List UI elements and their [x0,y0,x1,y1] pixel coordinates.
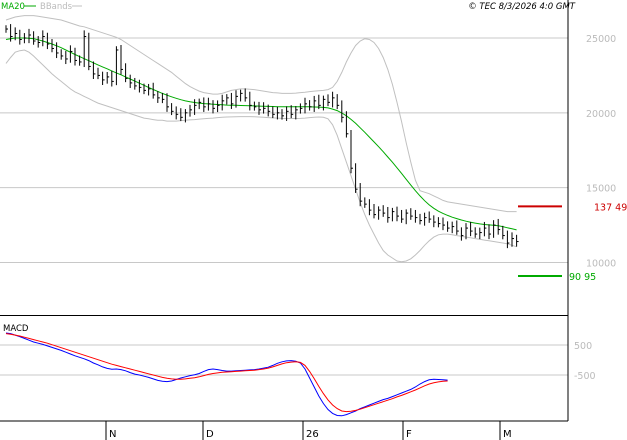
macd-tick-label: -500 [574,371,596,382]
timestamp: © TEC 8/3/2026 4:0 GMT [468,2,576,12]
reference-level-label: 137 49 [594,202,627,213]
time-tick-label: N [109,429,116,440]
time-tick-label: 26 [306,429,319,440]
reference-level-label: 90 95 [569,272,596,283]
price-axis-labels: 10000 15000 20000 25000 [586,34,616,270]
reference-levels: 137 49 90 95 [518,202,627,283]
legend-bbands: BBands [40,2,73,12]
price-tick-label: 25000 [586,34,616,45]
legend: MA20 BBands [1,2,82,12]
price-tick-label: 15000 [586,184,616,195]
price-tick-label: 10000 [586,259,616,270]
legend-ma20: MA20 [1,2,25,12]
macd-title: MACD [3,324,29,334]
price-panel-grid [0,37,568,263]
price-bars [5,24,519,249]
macd-signal-line [5,333,448,413]
macd-tick-label: 500 [574,341,592,352]
time-axis-labels: N D 26 F M [105,421,512,440]
time-tick-label: M [503,429,512,440]
bbands-lower-line [5,49,517,263]
bbands-upper-line [5,15,517,213]
macd-axis-labels: 500 -500 [574,341,596,382]
time-tick-label: F [406,429,412,440]
price-tick-label: 20000 [586,109,616,120]
ma20-line [5,37,517,231]
time-tick-label: D [206,429,214,440]
macd-panel-grid [0,344,568,376]
macd-line [5,332,448,417]
